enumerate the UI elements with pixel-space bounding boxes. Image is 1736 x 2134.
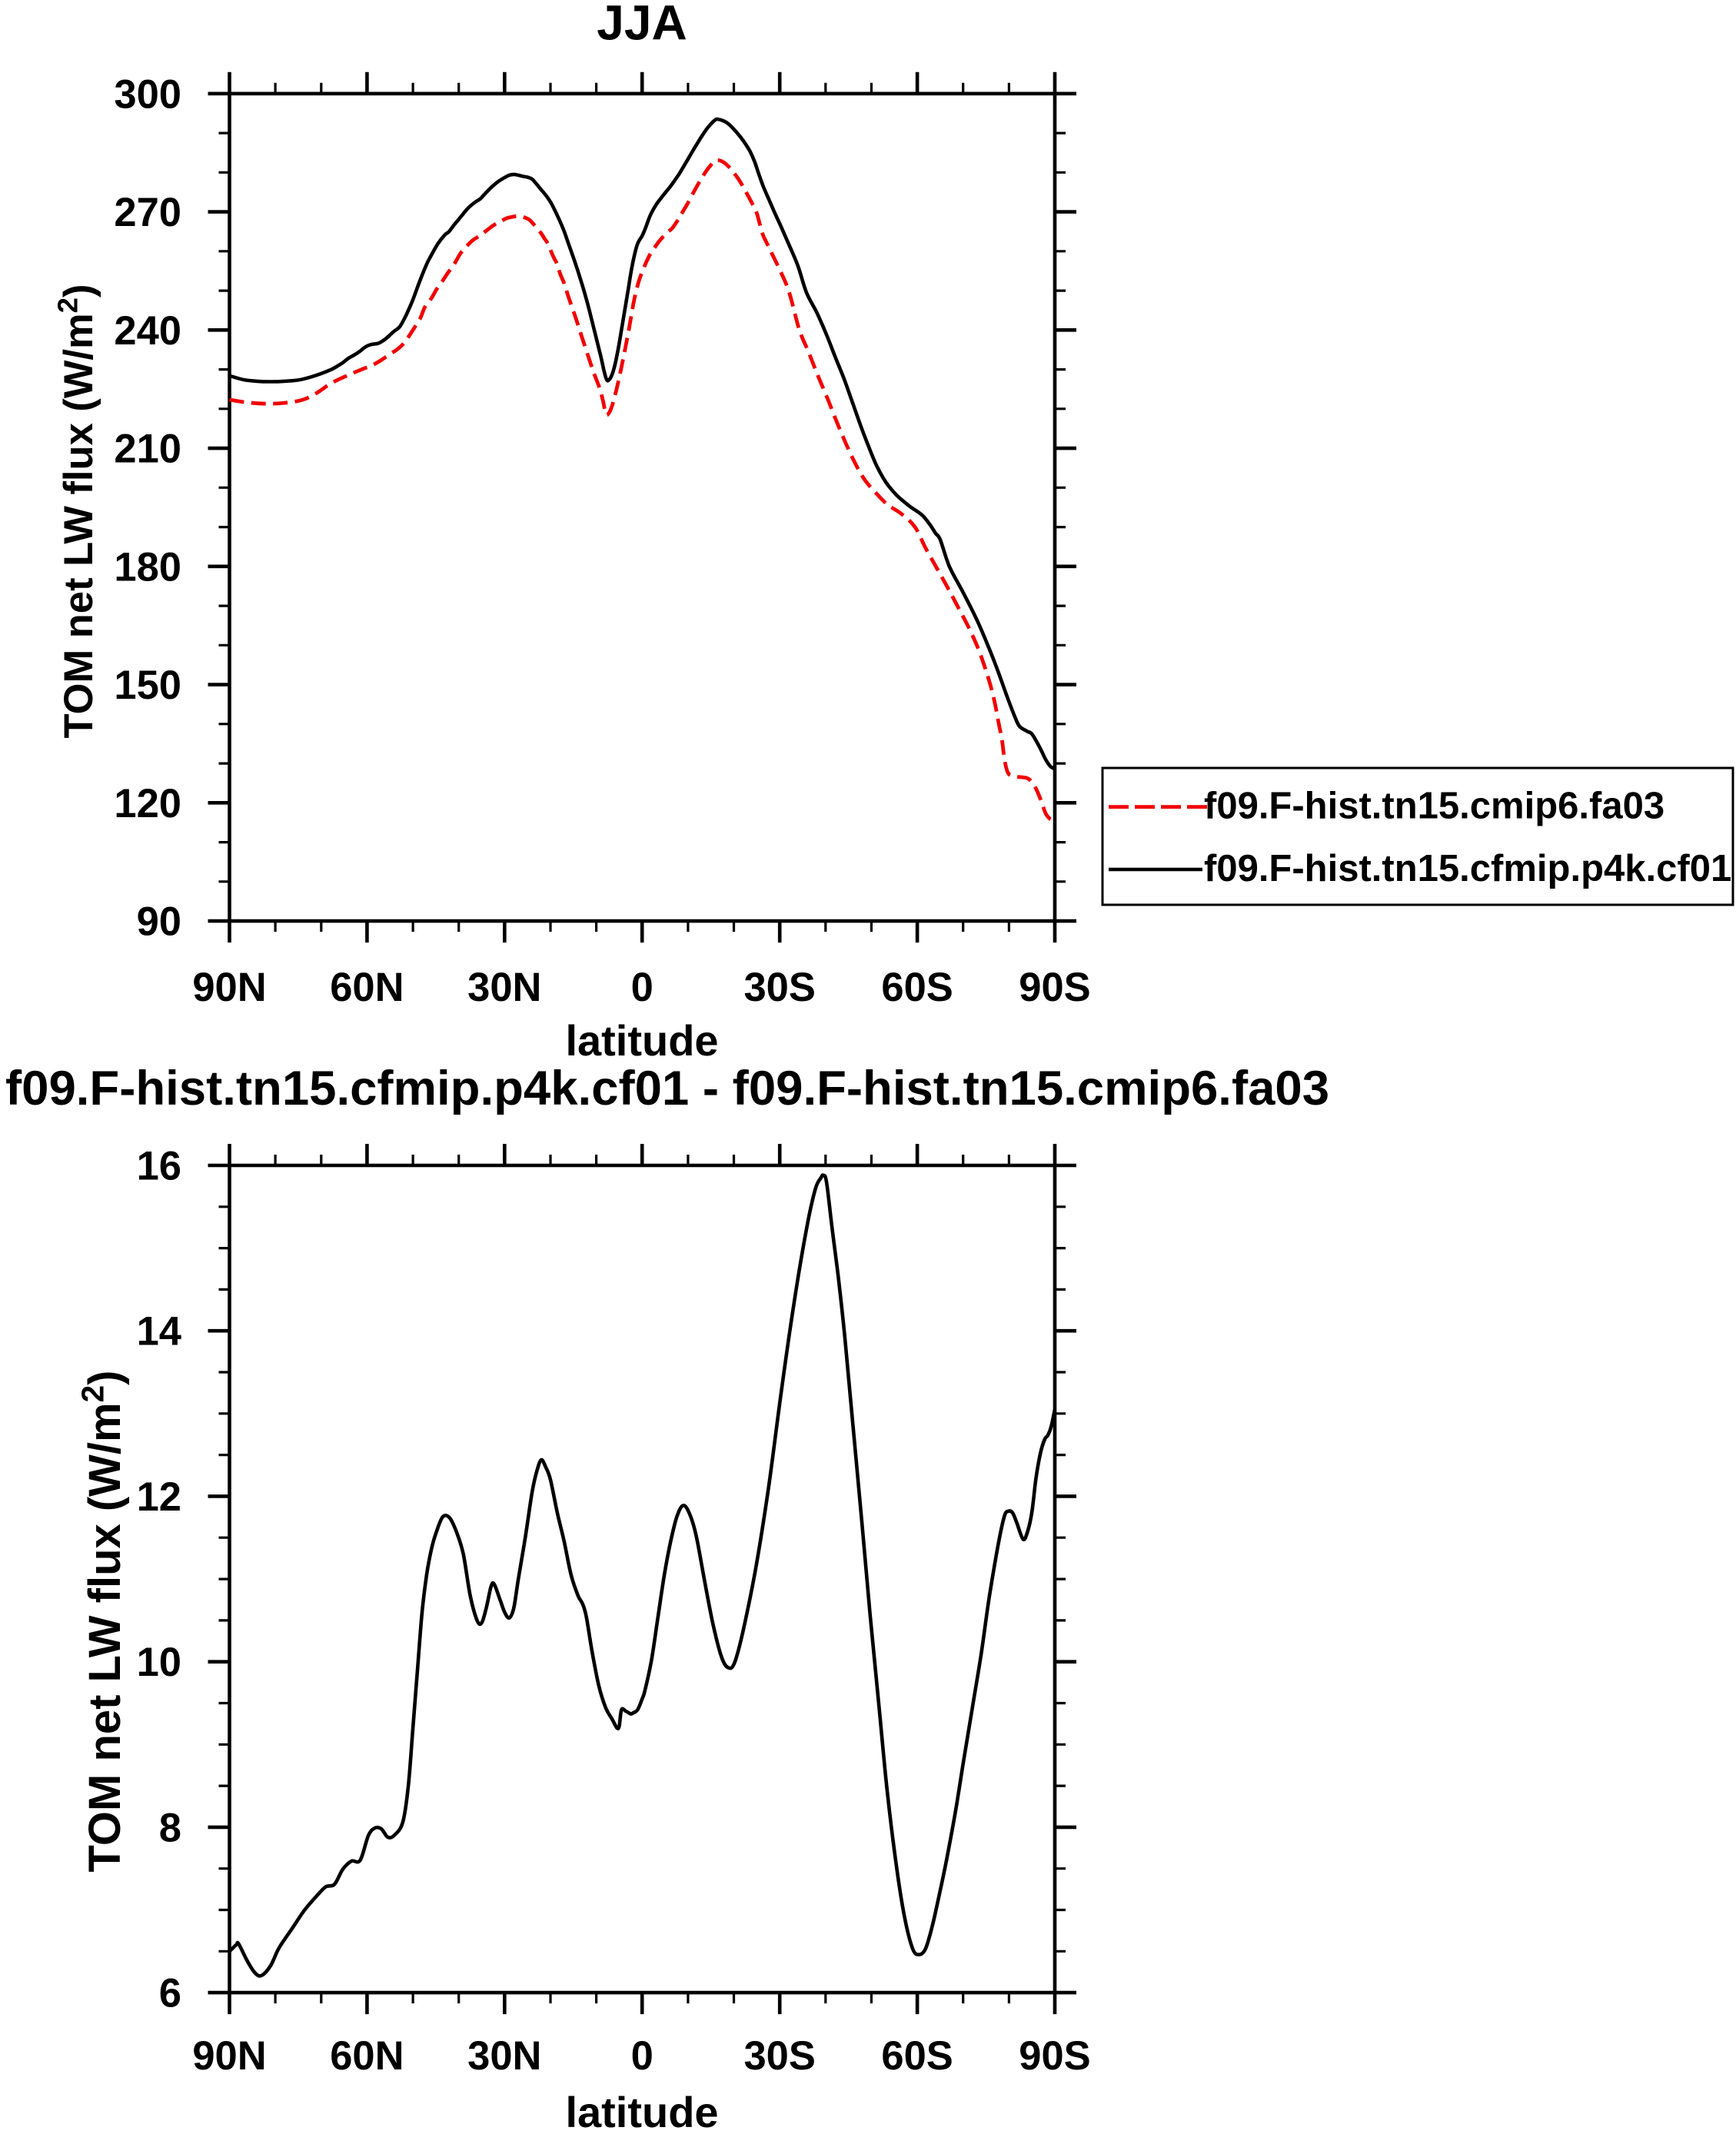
svg-text:90N: 90N [192,965,266,1010]
svg-text:TOM net LW flux (W/m2): TOM net LW flux (W/m2) [75,1371,131,1873]
svg-text:6: 6 [159,1971,181,2016]
svg-text:0: 0 [631,2033,653,2079]
svg-text:f09.F-hist.tn15.cmip6.fa03: f09.F-hist.tn15.cmip6.fa03 [1204,786,1664,827]
svg-text:90: 90 [137,899,181,945]
svg-text:8: 8 [159,1805,181,1850]
svg-text:JJA: JJA [597,0,687,51]
svg-text:270: 270 [114,190,181,235]
svg-text:300: 300 [114,71,181,117]
svg-text:30N: 30N [467,965,541,1010]
svg-text:150: 150 [114,663,181,708]
svg-text:30S: 30S [743,2033,815,2079]
svg-text:60S: 60S [881,2033,953,2079]
svg-text:f09.F-hist.tn15.cfmip.p4k.cf01: f09.F-hist.tn15.cfmip.p4k.cf01 - f09.F-h… [5,1062,1329,1115]
svg-text:180: 180 [114,544,181,590]
svg-text:240: 240 [114,308,181,354]
svg-text:12: 12 [137,1474,181,1520]
svg-text:f09.F-hist.tn15.cfmip.p4k.cf01: f09.F-hist.tn15.cfmip.p4k.cf01 [1204,848,1731,889]
svg-text:30N: 30N [467,2033,541,2079]
svg-text:latitude: latitude [565,2088,718,2130]
svg-text:10: 10 [137,1640,181,1685]
svg-text:14: 14 [137,1309,181,1355]
svg-text:0: 0 [631,965,653,1010]
svg-text:210: 210 [114,427,181,472]
svg-text:TOM net LW flux (W/m2): TOM net LW flux (W/m2) [52,284,102,739]
svg-text:90S: 90S [1019,965,1090,1010]
svg-text:latitude: latitude [565,1016,718,1065]
svg-text:120: 120 [114,781,181,826]
svg-text:60N: 60N [330,965,404,1010]
svg-text:60S: 60S [881,965,953,1010]
svg-text:60N: 60N [330,2033,404,2079]
svg-text:30S: 30S [743,965,815,1010]
svg-text:16: 16 [137,1144,181,1189]
svg-text:90N: 90N [192,2033,266,2079]
svg-text:90S: 90S [1019,2033,1090,2079]
